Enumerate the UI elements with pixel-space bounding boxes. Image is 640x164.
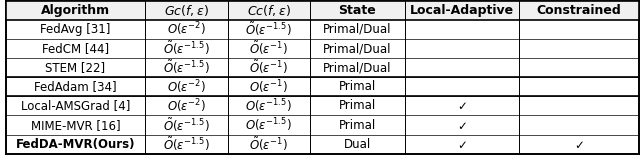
Text: $\checkmark$: $\checkmark$ bbox=[574, 138, 584, 151]
Text: Primal: Primal bbox=[339, 99, 376, 113]
Text: $\tilde{O}(\epsilon^{-1.5})$: $\tilde{O}(\epsilon^{-1.5})$ bbox=[163, 59, 210, 76]
Text: $\checkmark$: $\checkmark$ bbox=[457, 99, 467, 113]
Text: Algorithm: Algorithm bbox=[41, 4, 110, 17]
Text: $\tilde{O}(\epsilon^{-1})$: $\tilde{O}(\epsilon^{-1})$ bbox=[250, 40, 288, 57]
Text: Primal/Dual: Primal/Dual bbox=[323, 42, 392, 55]
Text: $\tilde{O}(\epsilon^{-1.5})$: $\tilde{O}(\epsilon^{-1.5})$ bbox=[163, 116, 210, 134]
Text: FedAvg [31]: FedAvg [31] bbox=[40, 23, 111, 36]
Text: Constrained: Constrained bbox=[537, 4, 621, 17]
Text: FedDA-MVR(Ours): FedDA-MVR(Ours) bbox=[16, 138, 135, 151]
Text: $\tilde{O}(\epsilon^{-1.5})$: $\tilde{O}(\epsilon^{-1.5})$ bbox=[163, 40, 210, 57]
Text: $O(\epsilon^{-1})$: $O(\epsilon^{-1})$ bbox=[250, 78, 288, 96]
Text: Local-AMSGrad [4]: Local-AMSGrad [4] bbox=[21, 99, 131, 113]
Text: $O(\epsilon^{-2})$: $O(\epsilon^{-2})$ bbox=[167, 78, 206, 96]
Text: Dual: Dual bbox=[344, 138, 371, 151]
Text: STEM [22]: STEM [22] bbox=[45, 61, 106, 74]
Text: $\tilde{O}(\epsilon^{-1})$: $\tilde{O}(\epsilon^{-1})$ bbox=[250, 135, 288, 153]
Text: MIME-MVR [16]: MIME-MVR [16] bbox=[31, 119, 120, 132]
Text: FedCM [44]: FedCM [44] bbox=[42, 42, 109, 55]
Text: $O(\epsilon^{-2})$: $O(\epsilon^{-2})$ bbox=[167, 97, 206, 115]
Text: FedAdam [34]: FedAdam [34] bbox=[35, 80, 117, 93]
Text: $\tilde{O}(\epsilon^{-1.5})$: $\tilde{O}(\epsilon^{-1.5})$ bbox=[245, 21, 292, 38]
Text: $\tilde{O}(\epsilon^{-1})$: $\tilde{O}(\epsilon^{-1})$ bbox=[250, 59, 288, 76]
Text: Primal/Dual: Primal/Dual bbox=[323, 23, 392, 36]
Text: $\checkmark$: $\checkmark$ bbox=[457, 138, 467, 151]
Text: $\tilde{O}(\epsilon^{-1.5})$: $\tilde{O}(\epsilon^{-1.5})$ bbox=[163, 135, 210, 153]
Text: $O(\epsilon^{-2})$: $O(\epsilon^{-2})$ bbox=[167, 21, 206, 38]
Text: State: State bbox=[339, 4, 376, 17]
Text: Primal: Primal bbox=[339, 80, 376, 93]
Text: $\checkmark$: $\checkmark$ bbox=[457, 119, 467, 132]
Text: Primal/Dual: Primal/Dual bbox=[323, 61, 392, 74]
Text: Local-Adaptive: Local-Adaptive bbox=[410, 4, 514, 17]
Text: Primal: Primal bbox=[339, 119, 376, 132]
Text: $Gc(f,\epsilon)$: $Gc(f,\epsilon)$ bbox=[164, 3, 209, 18]
Text: $O(\epsilon^{-1.5})$: $O(\epsilon^{-1.5})$ bbox=[245, 97, 292, 115]
Text: $O(\epsilon^{-1.5})$: $O(\epsilon^{-1.5})$ bbox=[245, 116, 292, 134]
Bar bbox=[6, 1, 639, 20]
Text: $Cc(f,\epsilon)$: $Cc(f,\epsilon)$ bbox=[247, 3, 291, 18]
